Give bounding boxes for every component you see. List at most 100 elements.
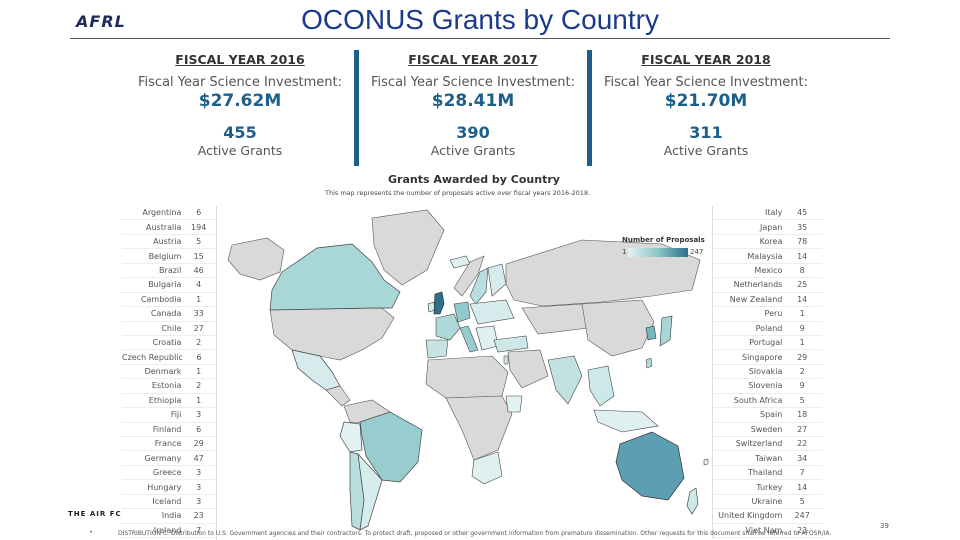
table-row: Germany 47	[122, 451, 216, 466]
country-name: Australia	[145, 222, 182, 232]
table-row: Greece 3	[122, 466, 216, 481]
map-region-sweden	[469, 267, 489, 305]
table-row: Italy 45	[713, 206, 822, 221]
table-row: South Africa 5	[713, 394, 822, 409]
proposal-count: 5	[799, 496, 805, 506]
country-name: Viet Nam	[745, 525, 783, 535]
country-name: Austria	[153, 237, 182, 247]
country-name: Japan	[760, 222, 783, 232]
table-row: United Kingdom 247	[713, 509, 822, 524]
country-name: Argentina	[142, 208, 182, 218]
proposal-count: 46	[193, 265, 204, 275]
country-name: Ukraine	[751, 496, 783, 506]
country-name: Chile	[161, 323, 182, 333]
table-row: Denmark 1	[122, 365, 216, 380]
country-name: Italy	[765, 208, 783, 218]
proposal-count: 4	[196, 280, 202, 290]
table-row: Mexico 8	[713, 264, 822, 279]
table-row: Ethiopia 1	[122, 394, 216, 409]
proposal-count: 3	[196, 496, 202, 506]
map-region-balkans-greece	[475, 325, 499, 351]
proposal-count: 5	[799, 395, 805, 405]
country-name: Netherlands	[733, 280, 783, 290]
distribution-statement: DISTRIBUTION C. Distribution to U.S. Gov…	[118, 530, 832, 537]
legend-title: Number of Proposals	[622, 236, 705, 244]
country-name: Thailand	[748, 468, 783, 478]
proposal-count: 6	[196, 208, 202, 218]
map-region-turkey	[493, 335, 529, 353]
map-region-peru	[339, 421, 363, 453]
proposal-count: 7	[196, 525, 202, 535]
map-region-italy	[459, 325, 479, 353]
country-name: Estonia	[151, 381, 182, 391]
country-name: Fiji	[170, 410, 182, 420]
map-region-china	[581, 299, 655, 357]
map-region-poland-ukraine	[469, 299, 515, 325]
proposal-count: 1	[196, 395, 202, 405]
proposal-count: 23	[193, 511, 204, 521]
country-name: Spain	[760, 410, 783, 420]
investment-amount: $28.41M	[431, 91, 515, 111]
page-number: 39	[880, 522, 889, 530]
table-row: Ireland 7	[122, 524, 216, 539]
country-name: Korea	[759, 237, 783, 247]
proposal-count: 9	[799, 323, 805, 333]
map-region-argentina	[357, 452, 383, 531]
legend-min: 1	[622, 248, 627, 256]
table-row: Czech Republic 6	[122, 350, 216, 365]
table-row: Turkey 14	[713, 480, 822, 495]
fiscal-year-heading: FISCAL YEAR 2017	[408, 52, 538, 67]
proposal-count: 45	[797, 208, 808, 218]
country-name: New Zealand	[729, 294, 783, 304]
country-name: Mexico	[754, 265, 783, 275]
active-grants-count: 390	[456, 123, 490, 142]
country-name: Malaysia	[747, 251, 783, 261]
country-name: Switzerland	[735, 439, 783, 449]
map-region-france	[435, 313, 461, 341]
proposal-count: 78	[797, 237, 808, 247]
investment-label: Fiscal Year Science Investment:	[371, 75, 575, 90]
table-row: Japan 35	[713, 220, 822, 235]
country-name: Germany	[144, 453, 182, 463]
country-name: South Africa	[733, 395, 783, 405]
active-grants-count: 455	[223, 123, 257, 142]
table-row: France 29	[122, 437, 216, 452]
map-region-korea	[645, 325, 657, 341]
investment-label: Fiscal Year Science Investment:	[138, 75, 342, 90]
table-row: Finland 6	[122, 423, 216, 437]
active-grants-count: 311	[689, 123, 723, 142]
legend-max: 247	[690, 248, 704, 256]
table-row: Taiwan 34	[713, 451, 822, 466]
map-region-fiji	[703, 458, 709, 466]
country-name: Taiwan	[755, 453, 783, 463]
country-name: Sweden	[750, 424, 783, 434]
table-row: Poland 9	[713, 322, 822, 336]
table-row: Iceland 3	[122, 495, 216, 510]
column-divider	[587, 50, 592, 166]
proposal-count: 29	[193, 439, 204, 449]
country-name: Czech Republic	[122, 352, 183, 362]
map-region-taiwan	[645, 357, 653, 369]
map-region-united-kingdom	[433, 291, 445, 315]
proposal-count: 22	[797, 439, 808, 449]
proposal-count: 1	[196, 294, 202, 304]
country-name: Iceland	[152, 496, 182, 506]
investment-amount: $27.62M	[198, 91, 282, 111]
column-divider	[354, 50, 359, 166]
table-row: Ukraine 5	[713, 495, 822, 510]
country-table-left: Argentina 6 Australia 194 Austria 5 Belgium 15 B…	[122, 206, 217, 540]
investment-amount: $21.70M	[664, 91, 748, 111]
map-region-japan	[659, 315, 673, 347]
table-row: Portugal 1	[713, 336, 822, 351]
map-region-norway	[453, 255, 485, 297]
proposal-count: 3	[196, 410, 202, 420]
table-row: Estonia 2	[122, 379, 216, 394]
table-row: Hungary 3	[122, 480, 216, 495]
map-region-israel	[503, 355, 509, 365]
map-region-germany	[453, 301, 471, 323]
country-name: Croatia	[152, 338, 182, 348]
table-row: Singapore 29	[713, 350, 822, 365]
active-grants-label: Active Grants	[197, 143, 283, 158]
proposal-count: 247	[794, 511, 810, 521]
map-region-united-states	[269, 307, 395, 361]
